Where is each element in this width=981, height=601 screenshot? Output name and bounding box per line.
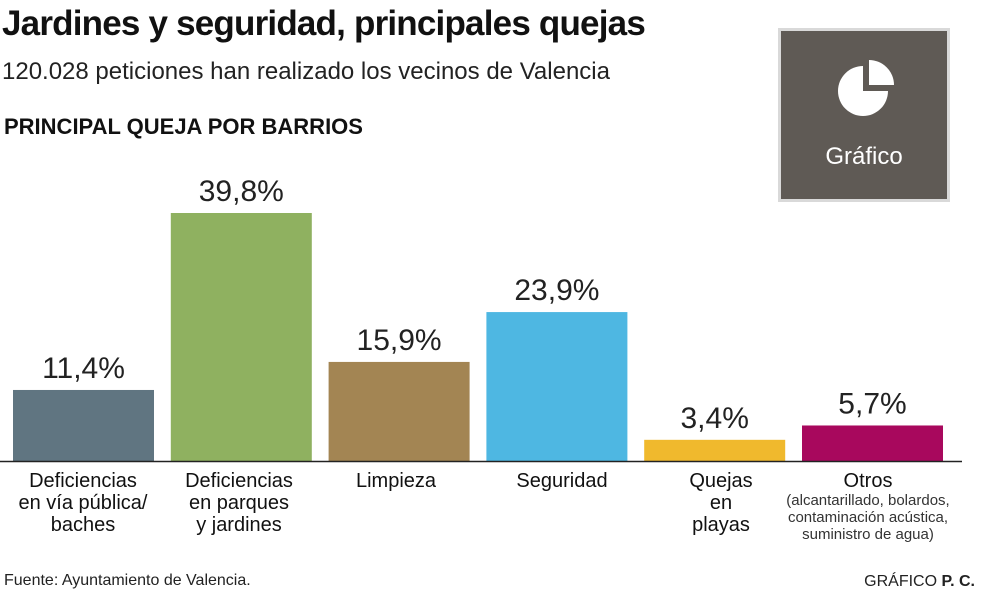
label-line: Seguridad: [516, 470, 608, 492]
chart-title: Jardines y seguridad, principales quejas: [2, 4, 646, 43]
pie-chart-icon: [838, 60, 894, 116]
bar-6: [802, 425, 943, 461]
bar-value-label: 23,9%: [514, 274, 599, 307]
label-line: Otros: [843, 470, 893, 492]
bar-1: [13, 389, 154, 461]
label-sub-line: contaminación acústica,: [787, 509, 949, 526]
category-label-deficiencias-parques: Deficiencias en parques y jardines: [160, 470, 318, 536]
label-line: playas: [692, 514, 750, 536]
bar-value-label: 39,8%: [199, 175, 284, 208]
bar-2: [170, 213, 312, 461]
label-line: Deficiencias: [29, 470, 137, 492]
grafico-badge: Gráfico: [778, 28, 950, 202]
bar-value-label: 15,9%: [357, 324, 442, 357]
bar-4: [486, 312, 628, 461]
label-line: en vía pública/: [18, 492, 148, 514]
credit-name: P. C.: [941, 573, 976, 590]
label-line: en: [709, 492, 733, 514]
category-label-quejas-playas: Quejas en playas: [650, 470, 792, 536]
category-label-seguridad: Seguridad: [482, 470, 642, 492]
source-note: Fuente: Ayuntamiento de Valencia.: [4, 572, 251, 589]
label-sub-line: suministro de agua): [802, 526, 934, 543]
label-line: baches: [50, 514, 116, 536]
credit-prefix: GRÁFICO: [864, 573, 938, 590]
label-line: Quejas: [689, 470, 753, 492]
bar-value-label: 5,7%: [838, 387, 906, 420]
category-label-otros: Otros (alcantarillado, bolardos, contami…: [758, 470, 978, 543]
label-line: Limpieza: [355, 470, 437, 492]
label-line: y jardines: [196, 514, 282, 536]
category-label-deficiencias-via-publica: Deficiencias en vía pública/ baches: [0, 470, 166, 536]
bar-value-label: 3,4%: [681, 402, 749, 435]
bar-5: [644, 439, 786, 461]
label-sub-line: (alcantarillado, bolardos,: [786, 492, 950, 509]
credit: GRÁFICO P. C.: [864, 573, 975, 591]
chart-subtitle: 120.028 peticiones han realizado los vec…: [2, 58, 610, 85]
label-line: en parques: [188, 492, 290, 514]
category-label-limpieza: Limpieza: [318, 470, 474, 492]
section-heading: PRINCIPAL QUEJA POR BARRIOS: [4, 114, 363, 139]
badge-label: Gráfico: [825, 143, 903, 170]
bar-3: [328, 361, 470, 461]
bar-value-label: 11,4%: [42, 352, 125, 385]
label-line: Deficiencias: [185, 470, 293, 492]
